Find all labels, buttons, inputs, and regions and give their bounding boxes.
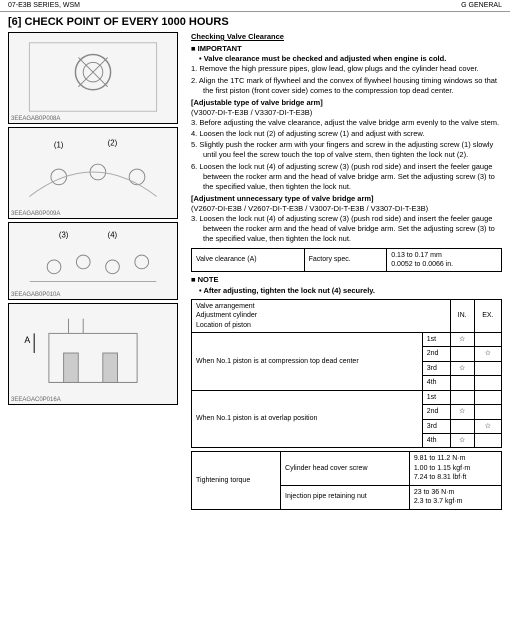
spec-type: Factory spec.	[304, 248, 387, 272]
figure-4: A3EEAGAC0P016A	[8, 303, 178, 405]
adj1-heading: [Adjustable type of valve bridge arm]	[191, 98, 502, 108]
mark: ☆	[450, 405, 474, 419]
mark	[474, 405, 501, 419]
step: 3. Before adjusting the valve clearance,…	[191, 118, 502, 128]
row-label: 4th	[422, 434, 450, 448]
torque-label: Tightening torque	[192, 452, 281, 509]
spec-label: Valve clearance (A)	[192, 248, 305, 272]
figure-2: (1)(2)3EEAGAB0P009A	[8, 127, 178, 219]
row-label: 3rd	[422, 361, 450, 375]
header-right: G GENERAL	[461, 2, 502, 9]
spec-value: 0.13 to 0.17 mm 0.0052 to 0.0066 in.	[387, 248, 502, 272]
row-label: 2nd	[422, 405, 450, 419]
content-column: Checking Valve Clearance IMPORTANT Valve…	[183, 32, 502, 513]
row-label: 4th	[422, 376, 450, 390]
step: 4. Loosen the lock nut (2) of adjusting …	[191, 129, 502, 139]
valve-table: Valve arrangement Adjustment cylinder Lo…	[191, 299, 502, 449]
section-title: [6] CHECK POINT OF EVERY 1000 HOURS	[0, 12, 510, 32]
th: IN.	[450, 299, 474, 332]
mark: ☆	[450, 434, 474, 448]
steps-3: 3. Loosen the lock nut (4) of adjusting …	[191, 214, 502, 244]
mark	[474, 390, 501, 404]
row-label: 3rd	[422, 419, 450, 433]
step: 1. Remove the high pressure pipes, glow …	[191, 64, 502, 74]
mark: ☆	[450, 332, 474, 346]
mark	[450, 390, 474, 404]
note-bullet: After adjusting, tighten the lock nut (4…	[199, 286, 502, 296]
torque-item: Injection pipe retaining nut	[281, 485, 410, 509]
svg-text:(4): (4)	[108, 231, 118, 240]
step: 3. Loosen the lock nut (4) of adjusting …	[191, 214, 502, 244]
mark	[450, 419, 474, 433]
torque-value: 23 to 36 N·m 2.3 to 3.7 kgf·m	[409, 485, 501, 509]
step: 5. Slightly push the rocker arm with you…	[191, 140, 502, 160]
mark: ☆	[474, 419, 501, 433]
mark	[474, 332, 501, 346]
mark	[474, 434, 501, 448]
svg-text:(2): (2)	[108, 139, 118, 148]
spec-table: Valve clearance (A)Factory spec.0.13 to …	[191, 248, 502, 273]
mark	[474, 361, 501, 375]
torque-item: Cylinder head cover screw	[281, 452, 410, 485]
mark	[474, 376, 501, 390]
step: 6. Loosen the lock nut (4) of adjusting …	[191, 162, 502, 192]
figure-column: 3EEAGAB0P008A (1)(2)3EEAGAB0P009A (3)(4)…	[8, 32, 183, 513]
page-header: 07-E3B SERIES, WSM G GENERAL	[0, 0, 510, 12]
th: EX.	[474, 299, 501, 332]
subtitle: Checking Valve Clearance	[191, 32, 502, 42]
figure-1: 3EEAGAB0P008A	[8, 32, 178, 124]
group-label: When No.1 piston is at compression top d…	[192, 332, 423, 390]
mark: ☆	[474, 347, 501, 361]
important-bullet: Valve clearance must be checked and adju…	[199, 54, 502, 64]
steps-1: 1. Remove the high pressure pipes, glow …	[191, 64, 502, 95]
adj1-models: (V3007-DI-T-E3B / V3307-DI-T-E3B)	[191, 108, 502, 118]
row-label: 2nd	[422, 347, 450, 361]
step: 2. Align the 1TC mark of flywheel and th…	[191, 76, 502, 96]
mark	[450, 376, 474, 390]
mark: ☆	[450, 361, 474, 375]
torque-table: Tightening torqueCylinder head cover scr…	[191, 451, 502, 509]
steps-2: 3. Before adjusting the valve clearance,…	[191, 118, 502, 192]
note-heading: NOTE	[191, 275, 502, 285]
important-heading: IMPORTANT	[191, 44, 502, 54]
row-label: 1st	[422, 332, 450, 346]
svg-text:A: A	[24, 335, 30, 345]
group-label: When No.1 piston is at overlap position	[192, 390, 423, 448]
adj2-heading: [Adjustment unnecessary type of valve br…	[191, 194, 502, 204]
adj2-models: (V2607-DI-E3B / V2607-DI-T-E3B / V3007-D…	[191, 204, 502, 214]
header-left: 07-E3B SERIES, WSM	[8, 2, 80, 9]
svg-text:(3): (3)	[59, 231, 69, 240]
th: Valve arrangement Adjustment cylinder Lo…	[192, 299, 451, 332]
row-label: 1st	[422, 390, 450, 404]
torque-value: 9.81 to 11.2 N·m 1.00 to 1.15 kgf·m 7.24…	[409, 452, 501, 485]
svg-text:(1): (1)	[54, 141, 64, 150]
mark	[450, 347, 474, 361]
figure-3: (3)(4)3EEAGAB0P010A	[8, 222, 178, 300]
